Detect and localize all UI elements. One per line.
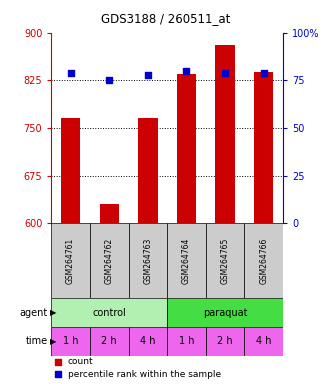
Text: time: time xyxy=(26,336,48,346)
Bar xyxy=(90,327,128,356)
Text: control: control xyxy=(92,308,126,318)
Bar xyxy=(177,74,196,223)
Bar xyxy=(51,327,90,356)
Bar xyxy=(254,72,273,223)
Point xyxy=(145,71,151,78)
Bar xyxy=(51,298,167,327)
Text: count: count xyxy=(68,357,93,366)
Text: GSM264761: GSM264761 xyxy=(66,238,75,284)
Text: GSM264766: GSM264766 xyxy=(259,238,268,284)
Text: ▶: ▶ xyxy=(50,308,56,317)
Text: 1 h: 1 h xyxy=(179,336,194,346)
Text: 1 h: 1 h xyxy=(63,336,78,346)
Text: 4 h: 4 h xyxy=(140,336,156,346)
Text: GDS3188 / 260511_at: GDS3188 / 260511_at xyxy=(101,12,230,25)
Bar xyxy=(206,327,244,356)
Bar xyxy=(61,119,80,223)
Text: 4 h: 4 h xyxy=(256,336,271,346)
Bar xyxy=(167,223,206,298)
Bar xyxy=(128,223,167,298)
Point xyxy=(56,359,61,365)
Point xyxy=(261,70,266,76)
Bar xyxy=(128,327,167,356)
Bar xyxy=(215,45,235,223)
Bar xyxy=(244,327,283,356)
Text: GSM264763: GSM264763 xyxy=(143,238,152,284)
Bar xyxy=(167,298,283,327)
Point xyxy=(184,68,189,74)
Bar xyxy=(90,223,128,298)
Text: GSM264762: GSM264762 xyxy=(105,238,114,284)
Bar xyxy=(138,119,158,223)
Text: percentile rank within the sample: percentile rank within the sample xyxy=(68,369,221,379)
Bar xyxy=(206,223,244,298)
Text: GSM264765: GSM264765 xyxy=(220,238,230,284)
Bar xyxy=(167,327,206,356)
Point xyxy=(56,371,61,377)
Text: GSM264764: GSM264764 xyxy=(182,238,191,284)
Bar xyxy=(244,223,283,298)
Point xyxy=(107,77,112,83)
Text: 2 h: 2 h xyxy=(101,336,117,346)
Text: ▶: ▶ xyxy=(50,337,56,346)
Bar xyxy=(51,223,90,298)
Point xyxy=(222,70,228,76)
Bar xyxy=(100,204,119,223)
Text: paraquat: paraquat xyxy=(203,308,247,318)
Text: agent: agent xyxy=(20,308,48,318)
Text: 2 h: 2 h xyxy=(217,336,233,346)
Point xyxy=(68,70,73,76)
